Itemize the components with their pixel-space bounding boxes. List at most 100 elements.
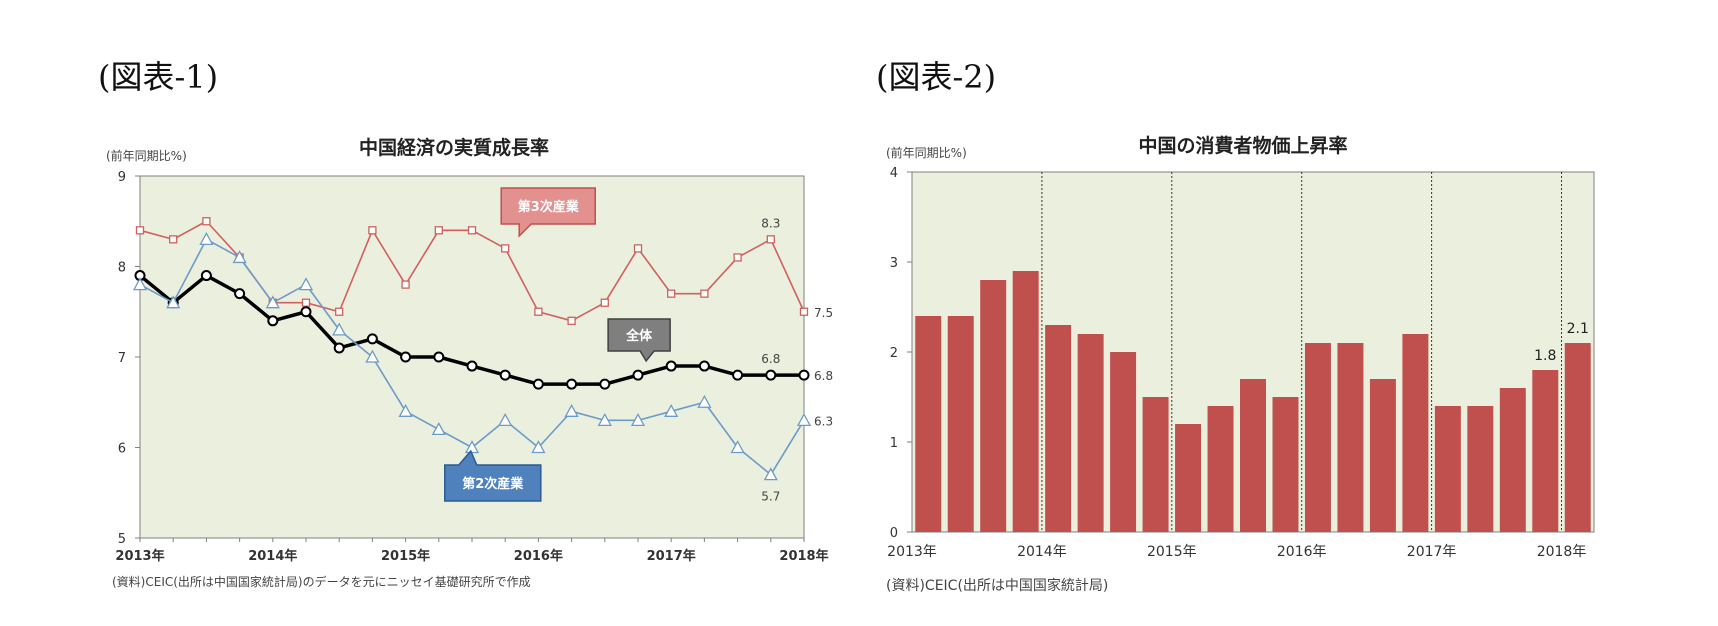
- point-secondary: [199, 231, 214, 246]
- figure-1-label: (図表-1): [98, 58, 219, 96]
- bar: [1240, 379, 1266, 532]
- callout-tertiary: 第3次産業: [500, 187, 596, 238]
- bar: [1304, 343, 1331, 532]
- data-label-total: 6.8: [761, 352, 780, 366]
- y-tick-label: 9: [118, 170, 126, 185]
- point-total: [632, 369, 644, 381]
- point-tertiary: [733, 253, 742, 262]
- point-secondary: [232, 250, 247, 264]
- point-tertiary: [766, 235, 775, 244]
- bar: [947, 316, 974, 532]
- figure-2-label: (図表-2): [876, 58, 997, 96]
- point-tertiary: [434, 226, 443, 235]
- point-tertiary: [567, 316, 576, 325]
- y-tick-label: 4: [890, 166, 898, 181]
- point-secondary: [431, 422, 446, 436]
- bar: [1175, 424, 1202, 532]
- x-tick-label: 2016年: [1277, 544, 1327, 560]
- data-label-tertiary: 7.5: [814, 306, 833, 320]
- callout-text: 第3次産業: [518, 199, 580, 215]
- point-tertiary: [600, 298, 609, 307]
- point-secondary: [597, 412, 612, 427]
- bar: [1207, 406, 1234, 532]
- bar: [1272, 397, 1299, 532]
- point-total: [532, 378, 544, 390]
- bar: [1012, 271, 1039, 532]
- data-label-total: 6.8: [814, 369, 833, 383]
- chart-title: 中国経済の実質成長率: [359, 136, 549, 159]
- bar: [1077, 334, 1104, 532]
- point-secondary: [630, 412, 646, 427]
- gdp-growth-chart: 中国経済の実質成長率 (前年同期比%) 5 6 7 8 9 2013年 2014年 2015年 20…: [106, 136, 833, 589]
- point-total: [499, 369, 511, 381]
- point-secondary: [166, 295, 181, 309]
- point-tertiary: [633, 244, 643, 253]
- bar: [1110, 352, 1137, 532]
- bar: [980, 280, 1007, 532]
- x-tick-label: 2016年: [514, 548, 563, 564]
- callout-secondary: 第2次産業: [444, 449, 542, 502]
- point-tertiary: [169, 235, 178, 244]
- point-secondary: [730, 440, 745, 454]
- callout-text: 第2次産業: [462, 476, 524, 492]
- y-axis-unit-label: (前年同期比%): [886, 145, 967, 160]
- x-tick-label: 2018年: [1537, 544, 1587, 560]
- callout-box: [500, 187, 596, 238]
- point-total: [765, 369, 777, 381]
- point-tertiary: [799, 307, 809, 316]
- y-tick-label: 2: [890, 346, 898, 361]
- x-tick-label: 2018年: [779, 548, 828, 564]
- bar: [1402, 334, 1429, 532]
- point-secondary: [796, 412, 812, 427]
- x-tick-label: 2014年: [1017, 544, 1067, 560]
- point-total: [333, 342, 345, 354]
- point-total: [466, 360, 478, 372]
- y-tick-label: 6: [118, 442, 126, 457]
- bar: [1467, 406, 1494, 532]
- point-tertiary: [700, 289, 709, 298]
- point-secondary: [564, 403, 579, 417]
- point-secondary: [265, 295, 280, 309]
- callout-box: [607, 318, 671, 363]
- point-total: [599, 378, 611, 390]
- x-tick-label: 2015年: [381, 548, 430, 564]
- chart-title: 中国の消費者物価上昇率: [1138, 134, 1347, 157]
- point-tertiary: [301, 298, 311, 307]
- point-total: [566, 378, 578, 390]
- callout-text: 全体: [625, 328, 653, 344]
- y-tick-label: 1: [890, 436, 898, 451]
- point-secondary: [398, 403, 413, 417]
- bar: [915, 316, 942, 532]
- point-secondary: [365, 349, 380, 363]
- callout-box: [444, 449, 542, 502]
- bar: [1499, 388, 1526, 532]
- point-secondary: [697, 394, 712, 408]
- point-total: [400, 351, 412, 363]
- point-tertiary: [135, 226, 145, 235]
- source-note: (資料)CEIC(出所は中国国家統計局): [886, 577, 1108, 594]
- point-tertiary: [335, 307, 344, 316]
- x-tick-label: 2017年: [647, 548, 696, 564]
- point-total: [366, 333, 378, 345]
- point-secondary: [132, 277, 148, 291]
- point-secondary: [332, 322, 347, 336]
- point-total: [200, 270, 212, 282]
- point-total: [433, 351, 445, 363]
- y-tick-label: 7: [118, 351, 126, 366]
- point-secondary: [664, 403, 679, 417]
- y-tick-label: 0: [890, 526, 898, 541]
- bar: [1142, 397, 1169, 532]
- point-total: [665, 360, 677, 372]
- point-total: [267, 315, 279, 327]
- data-label-secondary: 5.7: [761, 490, 780, 504]
- point-tertiary: [368, 226, 377, 235]
- data-label: 1.8: [1534, 348, 1556, 364]
- point-secondary: [498, 412, 513, 427]
- y-tick-label: 3: [890, 256, 898, 271]
- callout-total: 全体: [607, 318, 671, 363]
- bar: [1369, 379, 1396, 532]
- bar: [1532, 370, 1559, 532]
- data-label-secondary: 6.3: [814, 414, 833, 428]
- y-axis-unit-label: (前年同期比%): [106, 148, 187, 163]
